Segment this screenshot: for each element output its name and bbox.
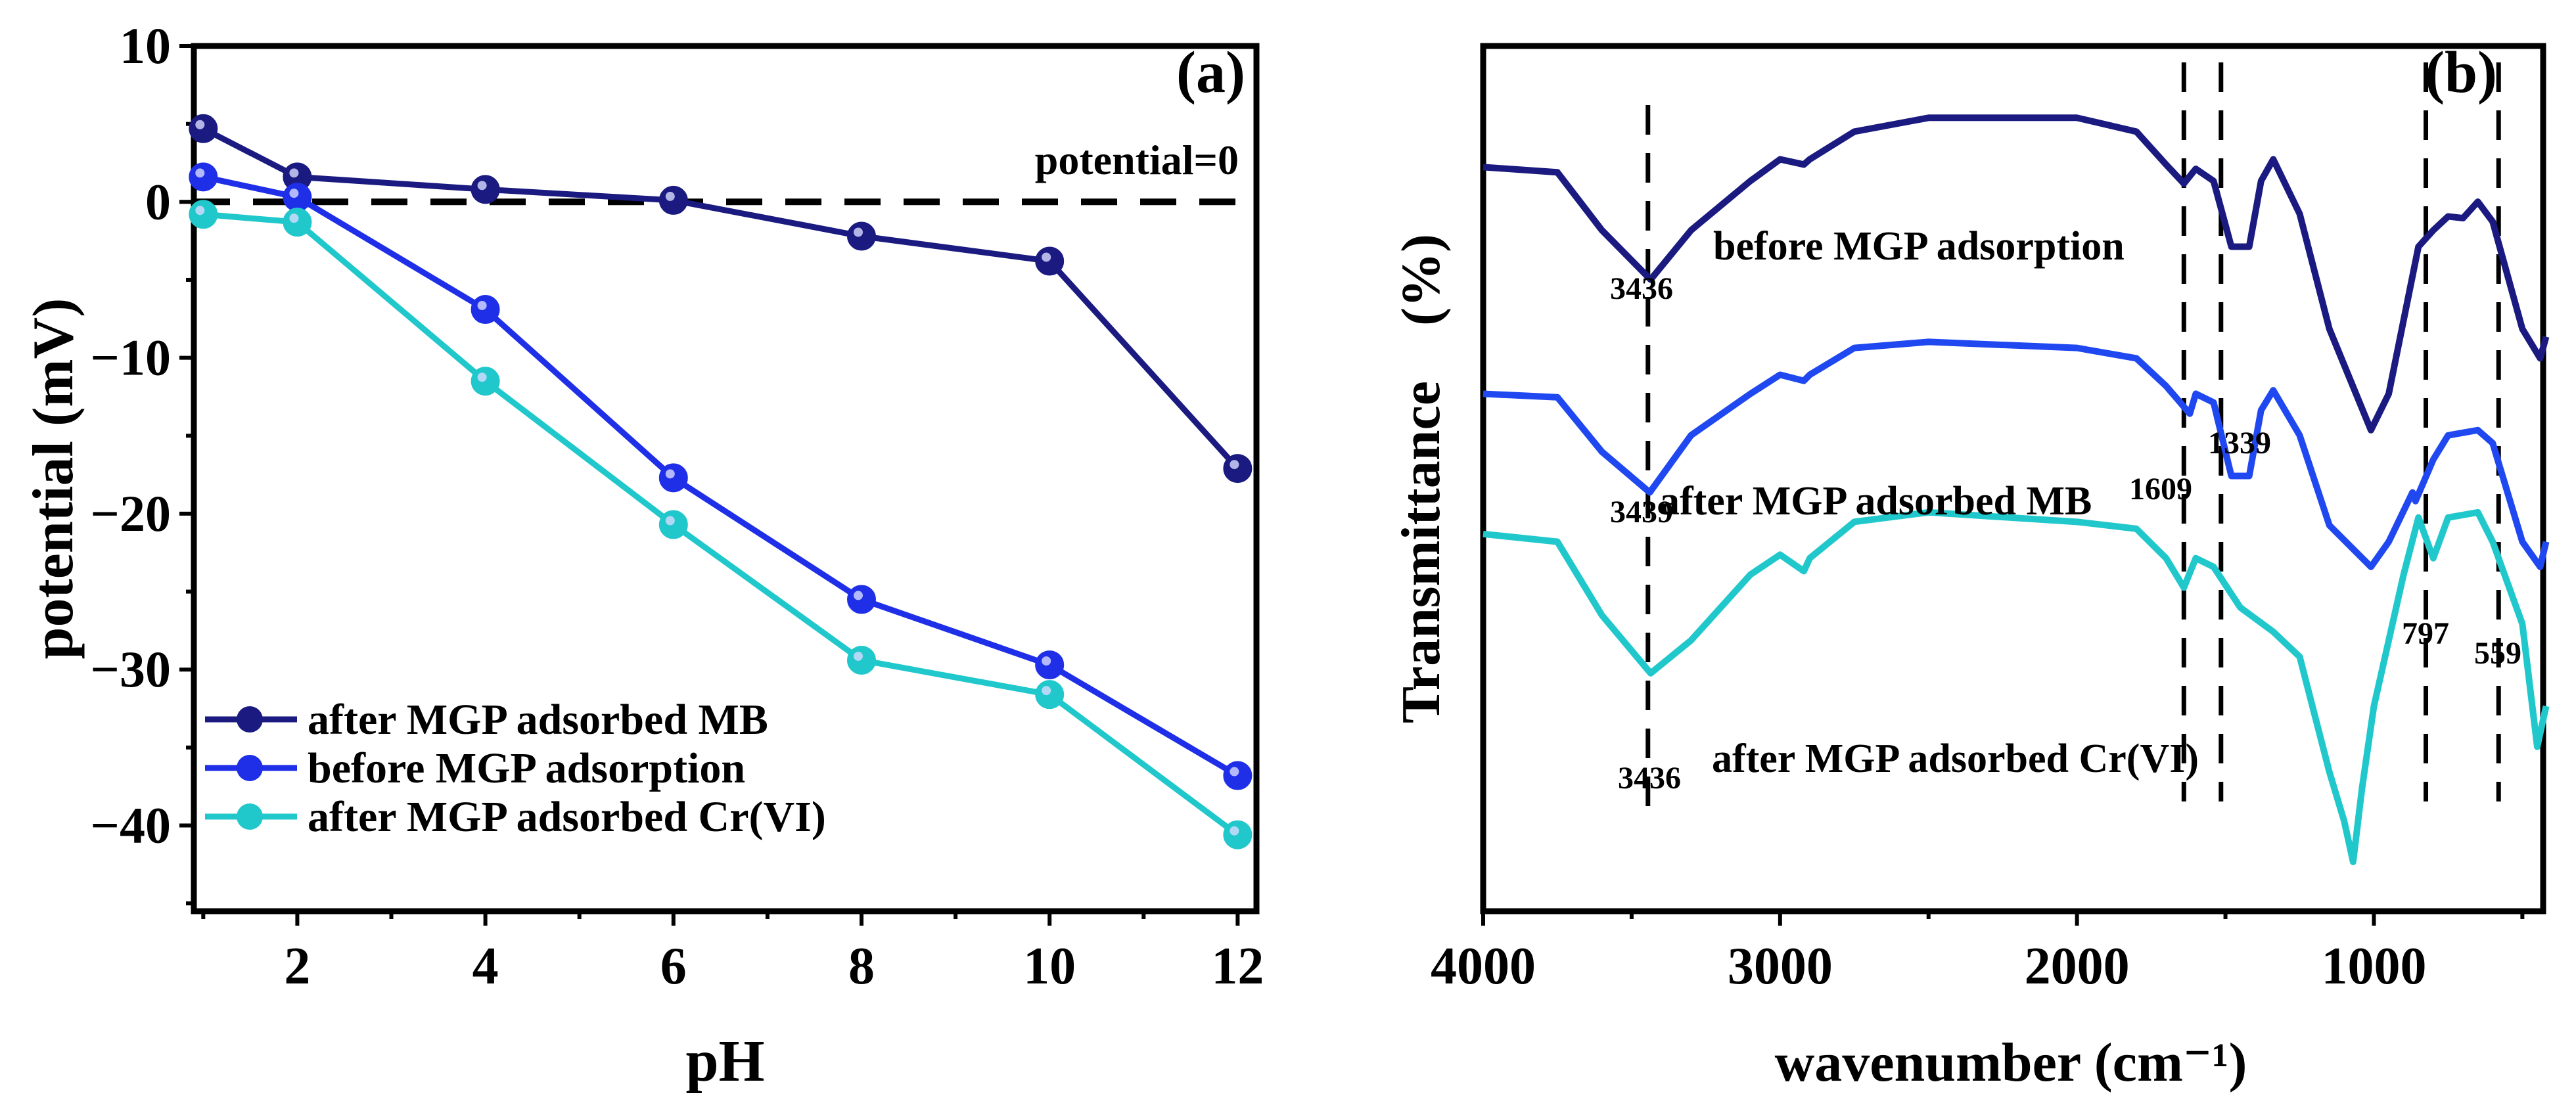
- y-tick-label: −20: [91, 485, 171, 542]
- data-point: [658, 463, 688, 493]
- data-point-highlight: [665, 516, 675, 526]
- reference-line-label: potential=0: [1035, 137, 1239, 183]
- data-point: [283, 208, 312, 237]
- y-tick-label: −30: [91, 641, 171, 698]
- x-tick-label: 6: [660, 937, 687, 995]
- data-point-highlight: [289, 214, 299, 223]
- legend-entry: after MGP adsorbed Cr(VI): [205, 793, 826, 841]
- peak-label: 3436: [1618, 761, 1681, 796]
- legend-label: after MGP adsorbed Cr(VI): [308, 793, 826, 841]
- spectrum-label: before MGP adsorption: [1713, 224, 2125, 269]
- data-point-highlight: [1042, 252, 1051, 262]
- panel-a: 2 4 6 8 10 12 10 0 −10 −20 −30 −40 pH potential (mV) (…: [22, 17, 1264, 1094]
- series-0: [189, 114, 1253, 484]
- data-point-highlight: [195, 168, 205, 178]
- spectrum-label: after MGP adsorbed MB: [1659, 479, 2092, 524]
- legend-label: before MGP adsorption: [308, 744, 745, 792]
- peak-label: 797: [2402, 616, 2449, 651]
- data-point-highlight: [1230, 826, 1239, 836]
- panel-label-b: (b): [2425, 40, 2497, 105]
- plot-frame-b: [1480, 43, 2546, 914]
- data-point-highlight: [665, 469, 675, 479]
- data-point-highlight: [1230, 460, 1239, 470]
- data-point-highlight: [1230, 767, 1239, 777]
- y-tick-label: 10: [120, 17, 171, 74]
- y-axis-title: Transmittance (%): [1391, 234, 1452, 723]
- x-tick-label: 12: [1211, 937, 1264, 995]
- x-tick-label: 10: [1023, 937, 1076, 995]
- peak-label: 3439: [1610, 495, 1673, 530]
- x-tick-label: 2: [284, 937, 310, 995]
- x-tick-label: 8: [848, 937, 875, 995]
- x-tick-label: 4000: [1431, 937, 1536, 995]
- series-1: [189, 162, 1253, 790]
- data-point-highlight: [665, 191, 675, 201]
- x-tick-label: 4: [472, 937, 499, 995]
- series-2: [189, 200, 1253, 849]
- data-point: [189, 114, 218, 143]
- spectrum-line-1: [1483, 338, 2550, 570]
- panel-b: 4000 3000 2000 1000 wavenumber (cm⁻¹) Transmi…: [1391, 40, 2550, 1093]
- data-point: [283, 183, 312, 212]
- data-point: [1223, 820, 1253, 849]
- data-point-highlight: [853, 651, 863, 661]
- data-point-highlight: [477, 181, 487, 191]
- data-point: [658, 185, 688, 215]
- spectrum-line-0: [1483, 114, 2550, 434]
- data-point-highlight: [289, 189, 299, 198]
- data-point-highlight: [477, 301, 487, 311]
- x-axis-title: wavenumber (cm⁻¹): [1775, 1032, 2247, 1093]
- legend-entry: before MGP adsorption: [205, 744, 745, 792]
- legend-label: after MGP adsorbed MB: [308, 696, 768, 744]
- x-tick-label: 1000: [2321, 937, 2426, 995]
- data-point: [846, 645, 876, 675]
- data-point-highlight: [1042, 656, 1051, 666]
- data-point: [1035, 650, 1065, 680]
- data-point: [846, 585, 876, 614]
- plot-frame-a: [191, 43, 1260, 914]
- y-axis-title: potential (mV): [22, 298, 85, 660]
- data-point: [189, 162, 218, 192]
- peak-label: 1609: [2129, 472, 2192, 507]
- x-tick-label: 2000: [2025, 937, 2130, 995]
- data-point: [846, 221, 876, 251]
- data-point: [1223, 454, 1253, 484]
- panel-label-a: (a): [1176, 40, 1245, 105]
- y-tick-label: −10: [91, 329, 171, 386]
- y-tick-label: 0: [145, 173, 171, 230]
- y-tick-label: −40: [91, 796, 171, 853]
- legend-marker: [237, 803, 263, 830]
- data-point-highlight: [195, 120, 205, 129]
- spectrum-line-2: [1483, 508, 2550, 865]
- data-point: [1035, 680, 1065, 710]
- data-point-highlight: [853, 591, 863, 600]
- series-line: [202, 173, 1239, 778]
- data-point: [471, 295, 500, 325]
- peak-label: 3436: [1610, 271, 1673, 306]
- legend-marker: [237, 755, 263, 781]
- data-point: [471, 367, 500, 396]
- data-point: [658, 510, 688, 539]
- legend-entry: after MGP adsorbed MB: [205, 696, 768, 744]
- data-point: [471, 175, 500, 204]
- peak-label: 1339: [2208, 426, 2271, 461]
- spectrum-label: after MGP adsorbed Cr(VI): [1712, 736, 2199, 781]
- data-point-highlight: [477, 372, 487, 382]
- data-point-highlight: [195, 206, 205, 215]
- data-point: [1035, 246, 1065, 276]
- data-point: [189, 200, 218, 229]
- data-point-highlight: [289, 168, 299, 178]
- x-tick-label: 3000: [1728, 937, 1833, 995]
- data-point: [1223, 761, 1253, 790]
- data-point-highlight: [1042, 686, 1051, 696]
- x-axis-title: pH: [685, 1029, 764, 1094]
- peak-label: 559: [2474, 636, 2521, 671]
- legend-marker: [237, 706, 263, 733]
- data-point-highlight: [853, 227, 863, 237]
